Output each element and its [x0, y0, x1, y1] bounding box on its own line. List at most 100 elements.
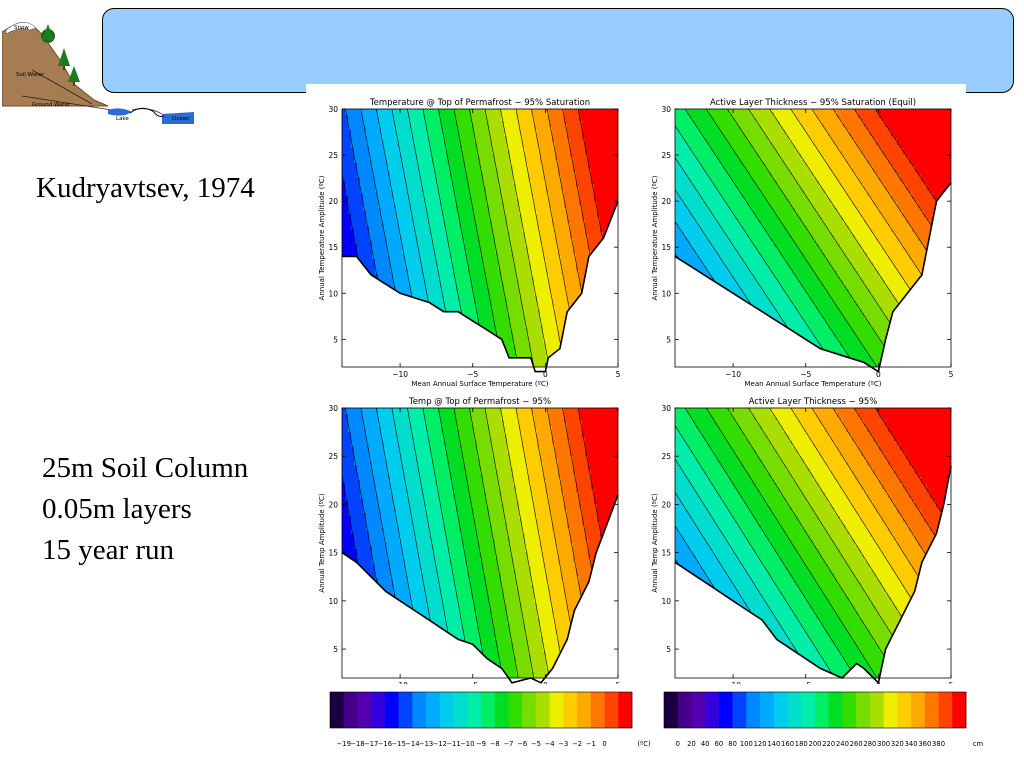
colorbar-tick-label: 0	[676, 740, 680, 748]
colorbar-tick-label: 0	[602, 740, 606, 748]
colorbar-tick-label: −13	[419, 740, 433, 748]
param-soil-column: 25m Soil Column	[42, 448, 248, 489]
x-tick-label: 0	[876, 370, 881, 379]
contour-figure: Temperature @ Top of Permafrost − 95% Sa…	[306, 84, 966, 684]
param-run-length: 15 year run	[42, 530, 248, 571]
colorbar-tick-label: 60	[715, 740, 724, 748]
y-tick-label: 30	[328, 105, 338, 114]
domain-boundary	[342, 200, 619, 373]
x-tick-label: 0	[543, 370, 548, 379]
y-tick-label: 25	[661, 452, 671, 461]
colorbar-tick-label: 20	[687, 740, 696, 748]
y-tick-label: 20	[661, 500, 671, 509]
y-tick-label: 30	[328, 404, 338, 413]
y-tick-label: 20	[661, 197, 671, 206]
y-tick-label: 10	[661, 597, 671, 606]
plot-frame	[674, 108, 952, 368]
colorbar-tick-label: 300	[877, 740, 890, 748]
contour-fill	[675, 408, 951, 679]
colorbar-tick-label: 40	[701, 740, 710, 748]
panel-title: Active Layer Thickness − 95%	[749, 397, 878, 407]
y-tick-label: 10	[328, 289, 338, 298]
colorbar-swatch	[508, 692, 523, 728]
colorbar-swatch	[718, 692, 733, 728]
colorbar-swatch	[494, 692, 509, 728]
x-tick-label: −5	[467, 370, 478, 379]
colorbar-swatch	[618, 692, 633, 728]
logo-label-snow: Snow	[14, 25, 29, 31]
colorbar-tick-label: −10	[460, 740, 474, 748]
colorbar-swatch	[746, 692, 761, 728]
colorbar-swatch	[330, 692, 345, 728]
panel-title: Active Layer Thickness − 95% Saturation …	[710, 98, 916, 108]
y-tick-label: 5	[333, 645, 338, 654]
y-tick-label: 30	[661, 404, 671, 413]
colorbar-swatch	[343, 692, 358, 728]
colorbar-2: 0 20 40 60 80 100 120 140 160 180 200 220 240 260 280 3…	[663, 691, 984, 748]
colorbar-tick-label: −9	[476, 740, 486, 748]
colorbar-tick-label: 240	[836, 740, 849, 748]
colorbar-swatch	[815, 692, 830, 728]
y-tick-label: 30	[661, 105, 671, 114]
colorbar-tick-label: −8	[490, 740, 500, 748]
logo-label-ground-water: Ground Water	[32, 102, 71, 108]
colorbar-tick-label: −3	[558, 740, 568, 748]
y-tick-label: 15	[661, 549, 671, 558]
logo-label-lake: Lake	[116, 116, 129, 122]
colorbar-swatch	[911, 692, 926, 728]
plot-frame	[674, 407, 952, 679]
y-tick-label: 25	[328, 151, 338, 160]
y-tick-label: 5	[666, 645, 671, 654]
colorbar-swatch	[732, 692, 747, 728]
contour-panel-1: Temperature @ Top of Permafrost − 95% Sa…	[318, 98, 621, 388]
colorbar-tick-label: 220	[822, 740, 835, 748]
colorbar-tick-label: −19	[337, 740, 351, 748]
contour-fill	[342, 408, 618, 679]
colorbar-tick-label: −15	[391, 740, 405, 748]
colorbar-swatch	[357, 692, 372, 728]
colorbar-tick-label: −7	[503, 740, 513, 748]
x-tick-label: −5	[800, 370, 811, 379]
y-tick-label: 20	[328, 500, 338, 509]
title-banner	[102, 8, 1014, 93]
colorbar-tick-label: 120	[754, 740, 767, 748]
x-tick-label: 5	[949, 681, 954, 684]
param-layers: 0.05m layers	[42, 489, 248, 530]
panel-title: Temperature @ Top of Permafrost − 95% Sa…	[369, 98, 590, 108]
y-tick-label: 15	[328, 549, 338, 558]
y-tick-label: 10	[328, 597, 338, 606]
colorbar-swatch	[842, 692, 857, 728]
colorbar-swatch	[897, 692, 912, 728]
x-tick-label: 0	[876, 681, 881, 684]
plot-frame	[341, 108, 619, 368]
y-tick-label: 25	[328, 452, 338, 461]
colorbar-tick-label: 340	[905, 740, 918, 748]
colorbar-swatch	[439, 692, 454, 728]
colorbar-tick-label: −6	[517, 740, 527, 748]
x-tick-label: 5	[616, 681, 621, 684]
x-axis-label: Mean Annual Surface Temperature (ºC)	[745, 380, 882, 388]
contour-panel-3: Temp @ Top of Permafrost − 95% −10 −5 0 5 5 10…	[318, 397, 621, 684]
colorbar-swatch	[453, 692, 468, 728]
colorbar-swatch	[384, 692, 399, 728]
colorbar-swatch	[535, 692, 550, 728]
y-tick-label: 15	[661, 243, 671, 252]
colorbar-swatch	[467, 692, 482, 728]
domain-boundary	[674, 465, 952, 684]
panel-title: Temp @ Top of Permafrost − 95%	[408, 397, 551, 407]
colorbar-legends: −19 −18 −17 −16 −15 −14 −13 −12 −11 −10 −9 −8 −7 −6 −5…	[329, 691, 984, 748]
colorbar-swatch	[952, 692, 967, 728]
hydrology-logo: Snow Soil Water Ground Water Lake Ocean	[2, 22, 194, 124]
run-parameters: 25m Soil Column 0.05m layers 15 year run	[42, 448, 248, 571]
colorbar-swatch	[705, 692, 720, 728]
x-tick-label: −10	[725, 681, 741, 684]
colorbar-swatch	[481, 692, 496, 728]
x-tick-label: 0	[543, 681, 548, 684]
y-axis-label: Annual Temp Amplitude (ºC)	[651, 493, 659, 592]
colorbar-swatch	[691, 692, 706, 728]
y-tick-label: 5	[666, 335, 671, 344]
colorbar-swatch	[924, 692, 939, 728]
y-axis-label: Annual Temperature Amplitude (ºC)	[651, 175, 659, 300]
x-tick-label: −10	[392, 681, 408, 684]
y-tick-label: 5	[333, 335, 338, 344]
